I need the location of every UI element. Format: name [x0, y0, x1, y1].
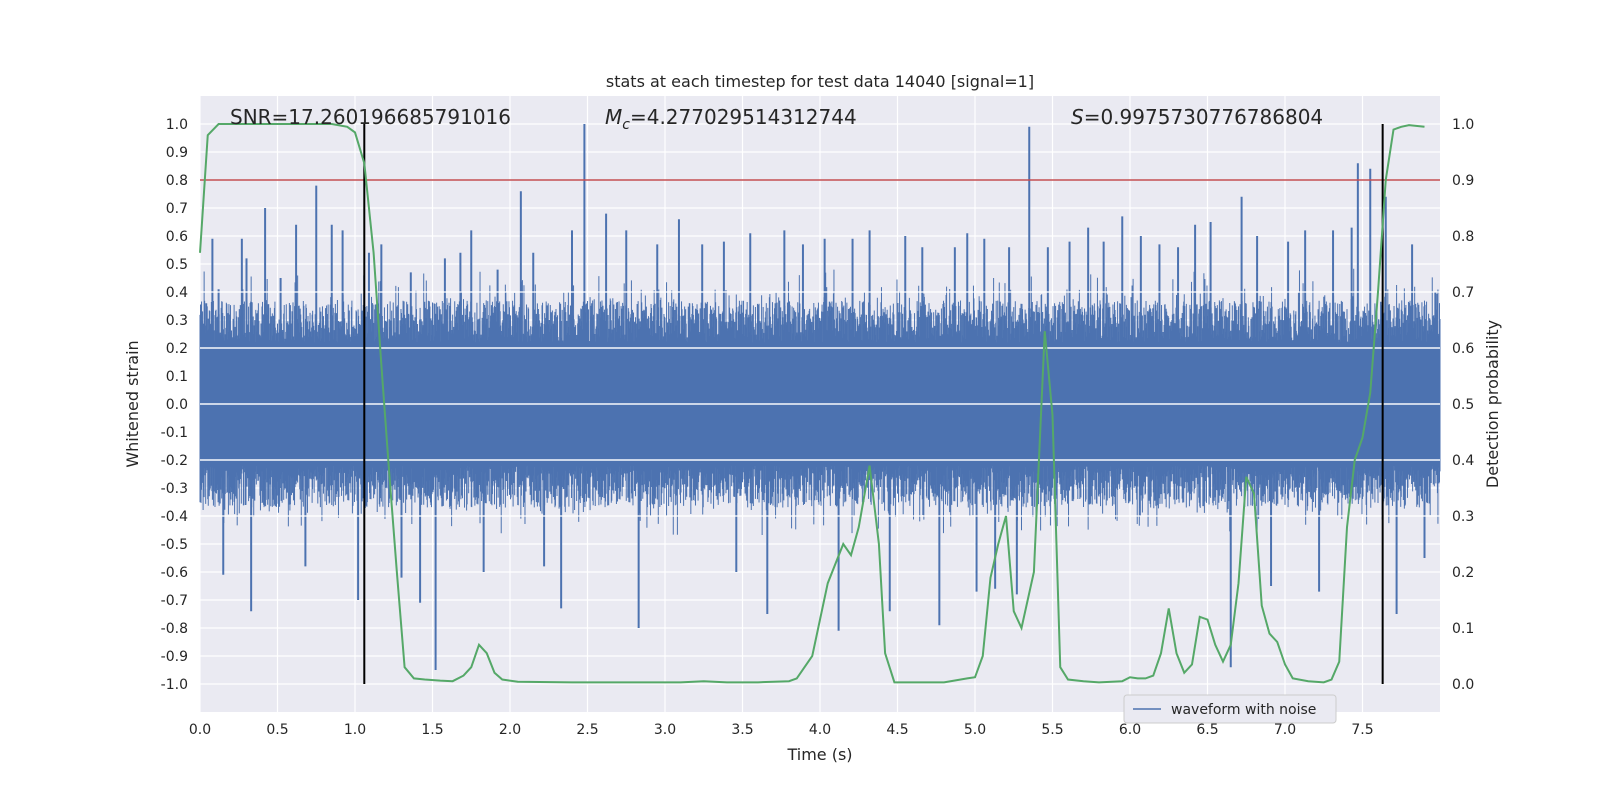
- y-tick-label: 0.1: [166, 369, 188, 385]
- chart-title: stats at each timestep for test data 140…: [606, 72, 1034, 91]
- y-tick-labels: -1.0 -0.9 -0.8 -0.7 -0.6 -0.5 -0.4 -0.3 -0.2 -0.1…: [161, 117, 188, 693]
- y-tick-label: 1.0: [166, 117, 188, 133]
- waveform-noise: [199, 268, 1441, 535]
- x-tick-label: 2.0: [499, 722, 521, 738]
- y-tick-label: -0.5: [161, 537, 188, 553]
- y2-tick-label: 0.2: [1452, 565, 1474, 581]
- y2-tick-label: 0.7: [1452, 285, 1474, 301]
- x-tick-label: 0.5: [266, 722, 288, 738]
- x-axis-label: Time (s): [786, 745, 852, 764]
- x-tick-label: 4.5: [886, 722, 908, 738]
- detection-probability-line: [199, 123, 1425, 684]
- waveform-series: [199, 124, 1441, 670]
- y-tick-label: -0.1: [161, 425, 188, 441]
- y-tick-label: -0.8: [161, 621, 188, 637]
- y2-tick-label: 0.9: [1452, 173, 1474, 189]
- y-tick-label: -0.6: [161, 565, 188, 581]
- y2-tick-label: 0.5: [1452, 397, 1474, 413]
- mc-symbol: M: [605, 105, 622, 129]
- y2-tick-label: 0.8: [1452, 229, 1474, 245]
- y2-tick-labels: 0.0 0.1 0.2 0.3 0.4 0.5 0.6 0.7 0.8 0.9 1.0: [1452, 117, 1474, 693]
- x-tick-label: 5.0: [964, 722, 986, 738]
- y-tick-label: 0.3: [166, 313, 188, 329]
- y-tick-label: -1.0: [161, 677, 188, 693]
- y-tick-label: -0.4: [161, 509, 188, 525]
- x-tick-label: 1.5: [421, 722, 443, 738]
- y-tick-label: 0.5: [166, 257, 188, 273]
- y2-tick-label: 0.6: [1452, 341, 1474, 357]
- y-tick-label: 0.2: [166, 341, 188, 357]
- y-tick-label: 0.4: [166, 285, 188, 301]
- y2-tick-label: 0.4: [1452, 453, 1474, 469]
- legend-box: [1123, 694, 1337, 724]
- s-value: =0.9975730776786804: [1084, 105, 1323, 129]
- x-tick-label: 2.5: [576, 722, 598, 738]
- x-tick-label: 5.5: [1041, 722, 1063, 738]
- snr-annotation: SNR=17.260196685791016: [230, 105, 511, 129]
- y-tick-label: -0.9: [161, 649, 188, 665]
- y-tick-label: -0.3: [161, 481, 188, 497]
- y2-axis-label: Detection probability: [1483, 320, 1502, 488]
- y2-tick-label: 0.3: [1452, 509, 1474, 525]
- y-tick-label: 0.7: [166, 201, 188, 217]
- legend: waveform with noise: [1123, 694, 1337, 724]
- y-tick-label: 0.9: [166, 145, 188, 161]
- x-tick-label: 7.0: [1274, 722, 1296, 738]
- mc-value: =4.277029514312744: [630, 105, 857, 129]
- y-tick-label: 0.0: [166, 397, 188, 413]
- x-tick-labels: 0.0 0.5 1.0 1.5 2.0 2.5 3.0 3.5 4.0 4.5 5.0 5.5 6.0 6…: [189, 722, 1374, 738]
- s-symbol: S: [1071, 105, 1084, 129]
- x-tick-label: 4.0: [809, 722, 831, 738]
- y-tick-label: 0.8: [166, 173, 188, 189]
- y-axis-label: Whitened strain: [123, 340, 142, 467]
- mc-subscript: c: [622, 117, 630, 133]
- s-annotation: S=0.9975730776786804: [1071, 105, 1323, 129]
- y2-tick-label: 0.1: [1452, 621, 1474, 637]
- mc-annotation: Mc=4.277029514312744: [605, 105, 857, 133]
- y2-tick-label: 0.0: [1452, 677, 1474, 693]
- x-tick-label: 3.5: [731, 722, 753, 738]
- x-tick-label: 0.0: [189, 722, 211, 738]
- x-tick-label: 6.5: [1196, 722, 1218, 738]
- x-tick-label: 3.0: [654, 722, 676, 738]
- probability-series: [199, 123, 1425, 684]
- y-tick-label: 0.6: [166, 229, 188, 245]
- y2-tick-label: 1.0: [1452, 117, 1474, 133]
- x-tick-label: 7.5: [1351, 722, 1373, 738]
- x-tick-label: 1.0: [344, 722, 366, 738]
- x-tick-label: 6.0: [1119, 722, 1141, 738]
- y-tick-label: -0.7: [161, 593, 188, 609]
- y-tick-label: -0.2: [161, 453, 188, 469]
- legend-label: waveform with noise: [1171, 702, 1316, 718]
